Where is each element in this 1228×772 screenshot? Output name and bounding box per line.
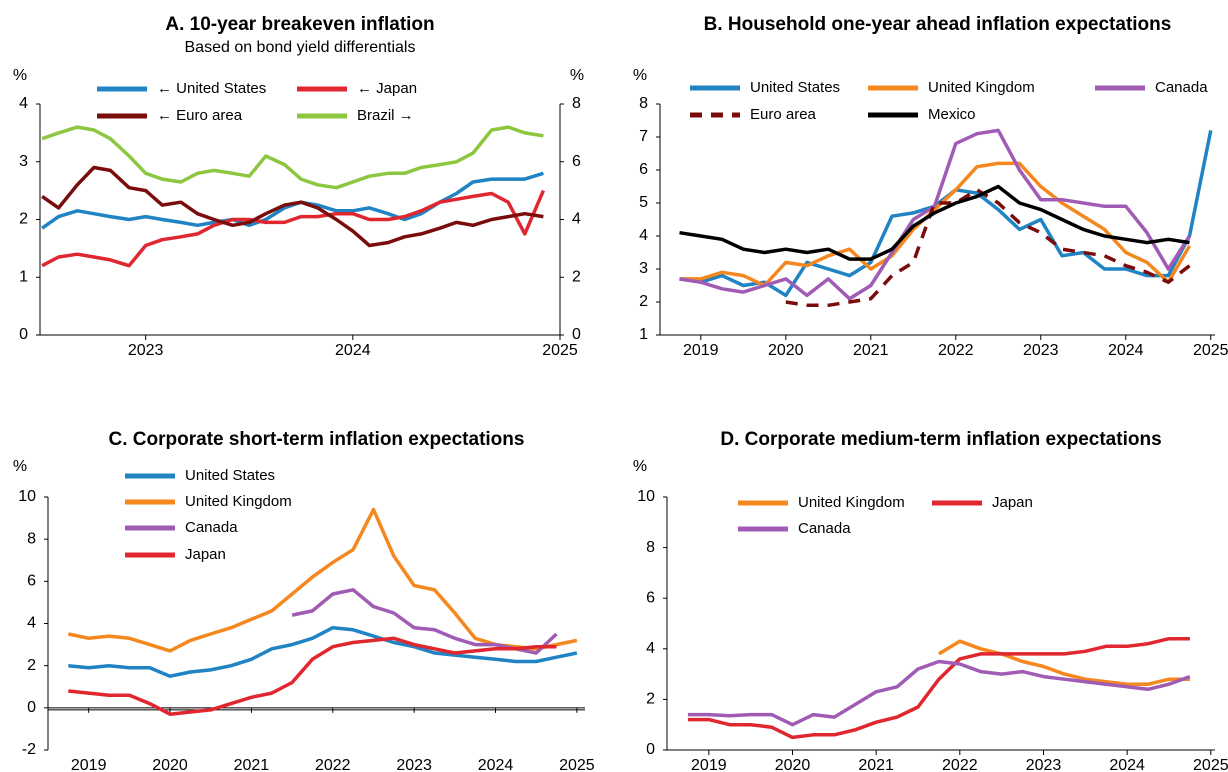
- y-tick-label: 8: [27, 530, 36, 547]
- series-line: [291, 588, 558, 655]
- chart-title: C. Corporate short-term inflation expect…: [109, 429, 525, 450]
- series-line: [41, 189, 546, 268]
- x-tick-label: 2024: [1108, 342, 1144, 359]
- y2-tick-label: 8: [572, 95, 581, 112]
- x-tick-label: 2020: [775, 757, 811, 772]
- legend-label: ← United States: [157, 80, 266, 97]
- x-tick-label: 2019: [71, 757, 107, 772]
- y-tick-label: 10: [637, 488, 655, 505]
- y2-axis-label: %: [570, 67, 584, 84]
- y-tick-label: 2: [639, 293, 648, 310]
- y-tick-label: 0: [646, 741, 655, 758]
- x-tick-label: 2025: [1193, 342, 1228, 359]
- series-line: [785, 188, 1191, 308]
- legend-label: Canada: [185, 519, 238, 536]
- y-tick-label: 3: [19, 153, 28, 170]
- y-tick-label: 2: [27, 657, 36, 674]
- chart-title: B. Household one-year ahead inflation ex…: [704, 14, 1172, 35]
- x-tick-label: 2021: [234, 757, 270, 772]
- y-tick-label: 4: [19, 95, 28, 112]
- y-axis-label: %: [13, 458, 27, 475]
- legend-label: United States: [185, 467, 275, 484]
- series-line: [937, 639, 1190, 686]
- y-axis-label: %: [13, 67, 27, 84]
- series-line: [687, 659, 1191, 727]
- legend-label: Canada: [798, 520, 851, 537]
- y-tick-label: 3: [639, 260, 648, 277]
- x-tick-label: 2019: [683, 342, 719, 359]
- legend-label: ← Japan: [357, 80, 417, 97]
- y-tick-label: 10: [18, 488, 36, 505]
- legend-label: Japan: [185, 546, 226, 563]
- x-tick-label: 2025: [1193, 757, 1228, 772]
- y-tick-label: 7: [639, 128, 648, 145]
- x-tick-label: 2025: [559, 757, 595, 772]
- y-tick-label: 1: [639, 326, 648, 343]
- series-line: [679, 128, 1191, 301]
- chart-subtitle: Based on bond yield differentials: [185, 39, 416, 56]
- chart-title: D. Corporate medium-term inflation expec…: [720, 429, 1161, 450]
- x-tick-label: 2023: [128, 342, 164, 359]
- series-line: [687, 636, 1190, 740]
- x-tick-label: 2024: [478, 757, 514, 772]
- y-tick-label: 4: [639, 227, 648, 244]
- series-line: [68, 636, 557, 716]
- x-tick-label: 2020: [768, 342, 804, 359]
- series-line: [679, 184, 1190, 261]
- y-tick-label: 2: [646, 691, 655, 708]
- y-tick-label: 2: [19, 211, 28, 228]
- y-tick-label: 5: [639, 194, 648, 211]
- legend-label: Japan: [992, 494, 1033, 511]
- y-tick-label: 0: [19, 326, 28, 343]
- y-tick-label: 1: [19, 268, 28, 285]
- x-tick-label: 2022: [315, 757, 351, 772]
- y-axis-label: %: [633, 458, 647, 475]
- legend-label: United Kingdom: [928, 79, 1035, 96]
- y-axis-label: %: [633, 67, 647, 84]
- x-tick-label: 2021: [853, 342, 889, 359]
- chart-title: A. 10-year breakeven inflation: [165, 14, 434, 35]
- x-tick-label: 2022: [942, 757, 978, 772]
- legend-label: United Kingdom: [185, 493, 292, 510]
- series-line: [679, 161, 1192, 288]
- legend-label: Euro area: [750, 106, 817, 123]
- legend-label: Brazil →: [357, 107, 414, 124]
- series-line: [41, 165, 544, 248]
- legend-label: United Kingdom: [798, 494, 905, 511]
- legend-label: Mexico: [928, 106, 976, 123]
- y2-tick-label: 0: [572, 326, 581, 343]
- x-tick-label: 2023: [396, 757, 432, 772]
- y-tick-label: -2: [22, 741, 36, 758]
- y-tick-label: 6: [639, 161, 648, 178]
- y2-tick-label: 2: [572, 268, 581, 285]
- x-tick-label: 2019: [691, 757, 727, 772]
- y2-tick-label: 4: [572, 211, 581, 228]
- x-tick-label: 2021: [858, 757, 894, 772]
- legend-label: Canada: [1155, 79, 1208, 96]
- y-tick-label: 4: [646, 640, 655, 657]
- x-tick-label: 2024: [1109, 757, 1145, 772]
- x-tick-label: 2023: [1026, 757, 1062, 772]
- y-tick-label: 6: [646, 589, 655, 606]
- x-tick-label: 2024: [335, 342, 371, 359]
- series-line: [68, 625, 578, 678]
- x-tick-label: 2023: [1023, 342, 1059, 359]
- y-tick-label: 0: [27, 699, 36, 716]
- x-tick-label: 2022: [938, 342, 974, 359]
- series-line: [67, 507, 578, 653]
- y-tick-label: 6: [27, 573, 36, 590]
- y2-tick-label: 6: [572, 153, 581, 170]
- x-tick-label: 2020: [152, 757, 188, 772]
- legend-label: United States: [750, 79, 840, 96]
- y-tick-label: 4: [27, 615, 36, 632]
- y-tick-label: 8: [646, 539, 655, 556]
- legend-label: ← Euro area: [157, 107, 243, 124]
- x-tick-label: 2025: [542, 342, 578, 359]
- series-line: [41, 125, 544, 190]
- y-tick-label: 8: [639, 95, 648, 112]
